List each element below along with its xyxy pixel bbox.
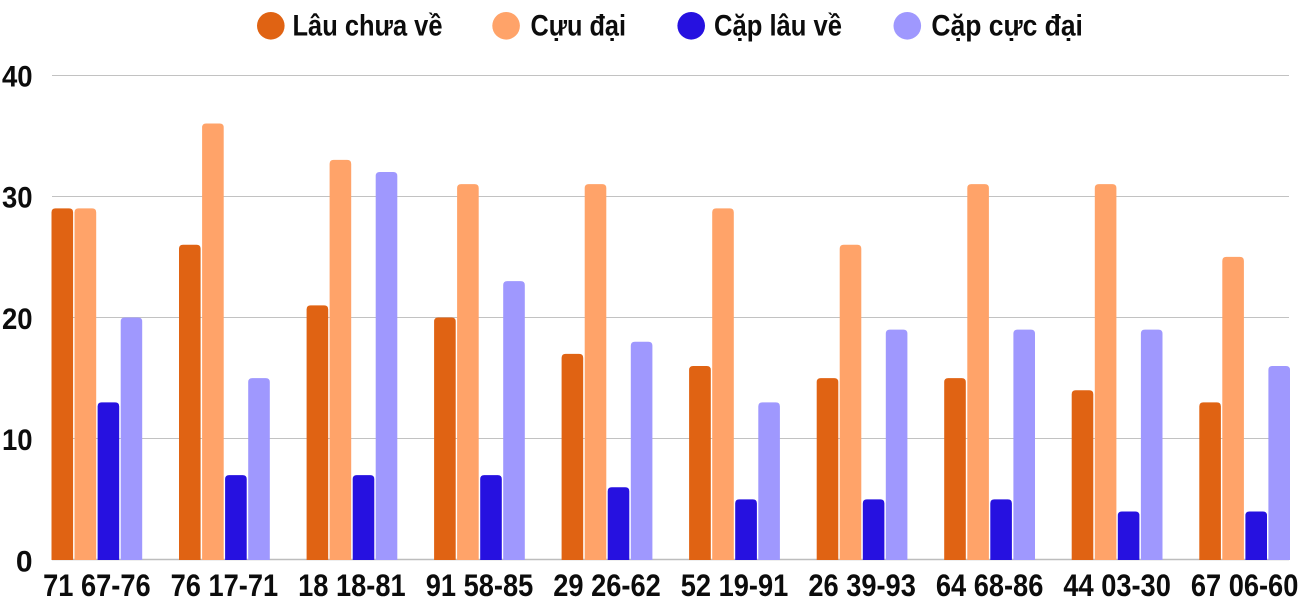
svg-text:71 67-76: 71 67-76 (43, 567, 151, 600)
svg-text:44 03-30: 44 03-30 (1063, 567, 1171, 600)
svg-text:Lâu chưa về: Lâu chưa về (293, 10, 443, 43)
svg-text:52 19-91: 52 19-91 (681, 567, 789, 600)
svg-text:40: 40 (2, 60, 33, 93)
svg-text:76 17-71: 76 17-71 (171, 567, 279, 600)
svg-text:18 18-81: 18 18-81 (298, 567, 406, 600)
svg-text:30: 30 (2, 182, 33, 215)
svg-text:Cặp lâu về: Cặp lâu về (714, 10, 842, 43)
svg-text:67 06-60: 67 06-60 (1191, 567, 1299, 600)
svg-text:10: 10 (2, 424, 33, 457)
svg-text:64 68-86: 64 68-86 (936, 567, 1044, 600)
svg-text:0: 0 (16, 545, 33, 578)
svg-text:20: 20 (2, 303, 33, 336)
svg-text:91 58-85: 91 58-85 (426, 567, 534, 600)
svg-text:Cặp cực đại: Cặp cực đại (931, 10, 1083, 43)
svg-text:Cựu đại: Cựu đại (531, 10, 627, 43)
svg-text:29 26-62: 29 26-62 (553, 567, 661, 600)
svg-text:26 39-93: 26 39-93 (808, 567, 916, 600)
